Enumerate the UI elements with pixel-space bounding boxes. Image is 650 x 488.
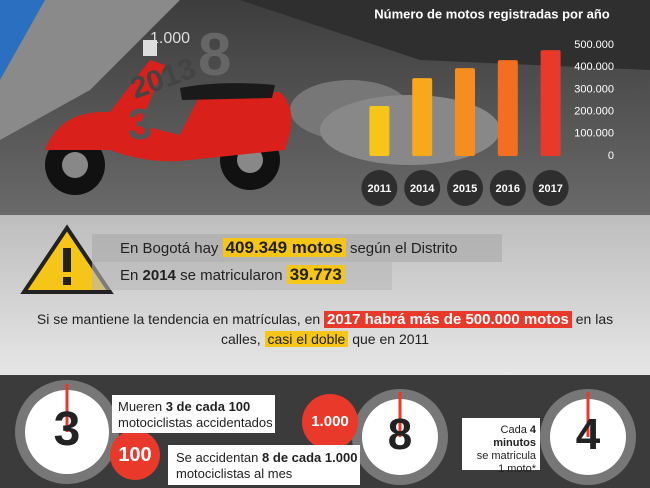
text: Si se mantiene la tendencia en matrícula… xyxy=(36,311,321,327)
highlight: 8 de cada 1.000 xyxy=(262,450,358,465)
text: En Bogotá hay xyxy=(120,240,219,257)
bar xyxy=(540,50,561,156)
bar xyxy=(497,60,518,156)
x-tick-label: 2016 xyxy=(496,183,520,195)
text: En xyxy=(120,267,139,284)
clock-number: 4 xyxy=(575,410,601,459)
text: motociclistas accidentados xyxy=(118,415,273,430)
text: se matricula xyxy=(476,450,536,462)
x-tick-label: 2011 xyxy=(367,183,391,195)
text: en las xyxy=(575,311,614,327)
trend-line: calles, casi el doble que en 2011 xyxy=(0,331,650,347)
highlight: 2014 xyxy=(142,267,176,284)
decor-number: 1.000 xyxy=(150,30,191,47)
decor-number: 3 xyxy=(128,100,153,149)
x-tick-label: 2015 xyxy=(453,183,477,195)
highlight: 4 minutos xyxy=(493,424,536,449)
category-badge xyxy=(447,170,483,206)
bar-chart: Número de motos registradas por año 0 100… xyxy=(361,6,614,206)
y-tick-label: 100.000 xyxy=(574,128,614,140)
bar xyxy=(369,106,390,156)
text: que en 2011 xyxy=(352,331,430,347)
stat-text: Mueren 3 de cada 100 motociclistas accid… xyxy=(118,399,273,431)
badge: 1.000 xyxy=(311,413,349,430)
y-tick-label: 500.000 xyxy=(574,39,614,51)
category-badge xyxy=(361,170,398,206)
text: calles, xyxy=(220,331,261,347)
text: Se accidentan xyxy=(176,450,259,465)
decor-number: 8 xyxy=(198,21,232,88)
clock-number: 3 xyxy=(53,403,81,456)
y-tick-label: 400.000 xyxy=(574,61,614,73)
bar xyxy=(455,68,475,156)
highlight: 2017 habrá más de 500.000 motos xyxy=(324,311,572,328)
bar xyxy=(412,78,433,156)
highlight: 409.349 motos xyxy=(222,238,346,257)
category-badge xyxy=(404,170,441,206)
stat-text: Se accidentan 8 de cada 1.000 motociclis… xyxy=(176,450,357,482)
text: motociclistas al mes xyxy=(176,466,293,481)
x-tick-label: 2014 xyxy=(410,183,435,195)
highlight: 3 de cada 100 xyxy=(165,399,251,414)
text: 1 moto* xyxy=(498,463,536,475)
highlight: 39.773 xyxy=(286,265,345,284)
clock-number: 8 xyxy=(387,410,413,459)
category-badge xyxy=(532,170,569,206)
text: Cada xyxy=(500,424,527,436)
alert-line: En Bogotá hay 409.349 motos según el Dis… xyxy=(120,238,458,258)
x-tick-label: 2017 xyxy=(538,183,562,195)
alert-line: En 2014 se matricularon 39.773 xyxy=(120,265,345,285)
category-badge xyxy=(489,170,526,206)
text: se matricularon xyxy=(180,267,283,284)
highlight: casi el doble xyxy=(264,331,349,347)
text: Mueren xyxy=(118,399,163,414)
text: según el Distrito xyxy=(349,240,458,257)
chart-title: Número de motos registradas por año xyxy=(374,6,610,21)
trend-line: Si se mantiene la tendencia en matrícula… xyxy=(0,311,650,328)
y-tick-label: 300.000 xyxy=(574,83,614,95)
y-tick-label: 0 xyxy=(608,150,614,162)
y-tick-label: 200.000 xyxy=(574,106,614,118)
badge: 100 xyxy=(118,444,152,466)
stat-text: Cada 4 minutos se matricula 1 moto* xyxy=(462,424,536,476)
